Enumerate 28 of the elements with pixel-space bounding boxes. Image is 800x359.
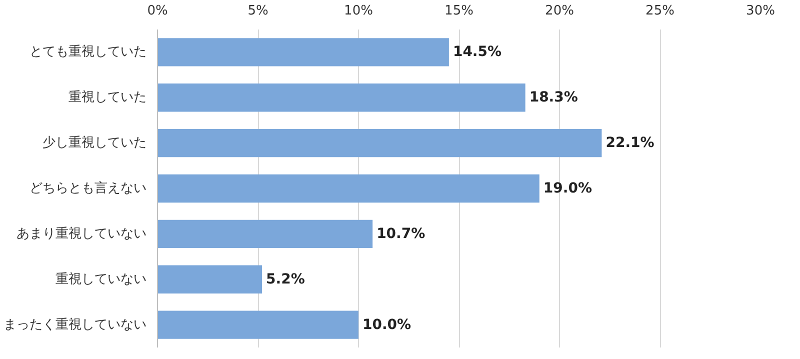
x-tick-label: 30%	[746, 4, 775, 18]
x-tick-label: 0%	[147, 4, 168, 18]
bar	[158, 220, 373, 248]
bar	[158, 128, 602, 158]
x-tick-label: 5%	[248, 4, 268, 18]
data-label: 10.7%	[376, 226, 426, 242]
bar	[158, 265, 262, 294]
data-label: 22.1%	[606, 135, 654, 152]
data-label: 14.5%	[452, 44, 502, 60]
y-tick-label: どちらとも言えない	[30, 180, 146, 196]
data-label: 18.3%	[529, 90, 578, 106]
y-tick-label: まったく重視していない	[4, 317, 146, 332]
bar	[158, 38, 449, 66]
x-tick-label: 20%	[545, 4, 574, 18]
y-tick-label: 重視していた	[68, 90, 146, 106]
bar	[158, 84, 526, 112]
bar	[158, 310, 358, 339]
data-label: 5.2%	[266, 271, 305, 288]
x-tick-label: 25%	[646, 4, 674, 18]
data-label: 10.0%	[362, 316, 412, 333]
y-tick-label: あまり重視していない	[16, 226, 146, 242]
y-tick-label: 重視していない	[56, 272, 146, 287]
y-tick-label: 少し重視していた	[42, 136, 146, 151]
x-tick-label: 10%	[344, 4, 373, 18]
y-tick-label: とても重視していた	[30, 44, 146, 60]
bar	[158, 174, 540, 203]
x-tick-label: 15%	[444, 4, 474, 18]
data-label: 19.0%	[543, 180, 592, 196]
